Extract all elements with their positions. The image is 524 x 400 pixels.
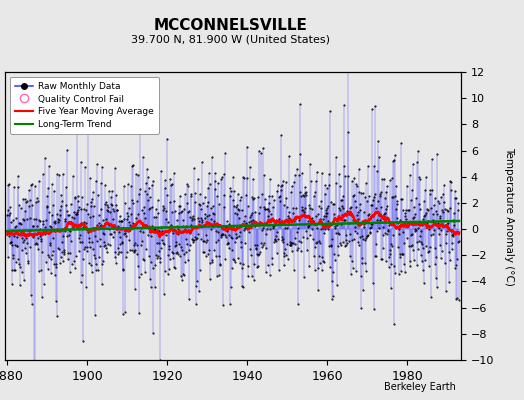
Legend: Raw Monthly Data, Quality Control Fail, Five Year Moving Average, Long-Term Tren: Raw Monthly Data, Quality Control Fail, … [10, 76, 159, 134]
Text: MCCONNELSVILLE: MCCONNELSVILLE [154, 18, 308, 33]
Text: 39.700 N, 81.900 W (United States): 39.700 N, 81.900 W (United States) [131, 34, 330, 44]
Y-axis label: Temperature Anomaly (°C): Temperature Anomaly (°C) [504, 146, 514, 286]
Text: Berkeley Earth: Berkeley Earth [384, 382, 456, 392]
